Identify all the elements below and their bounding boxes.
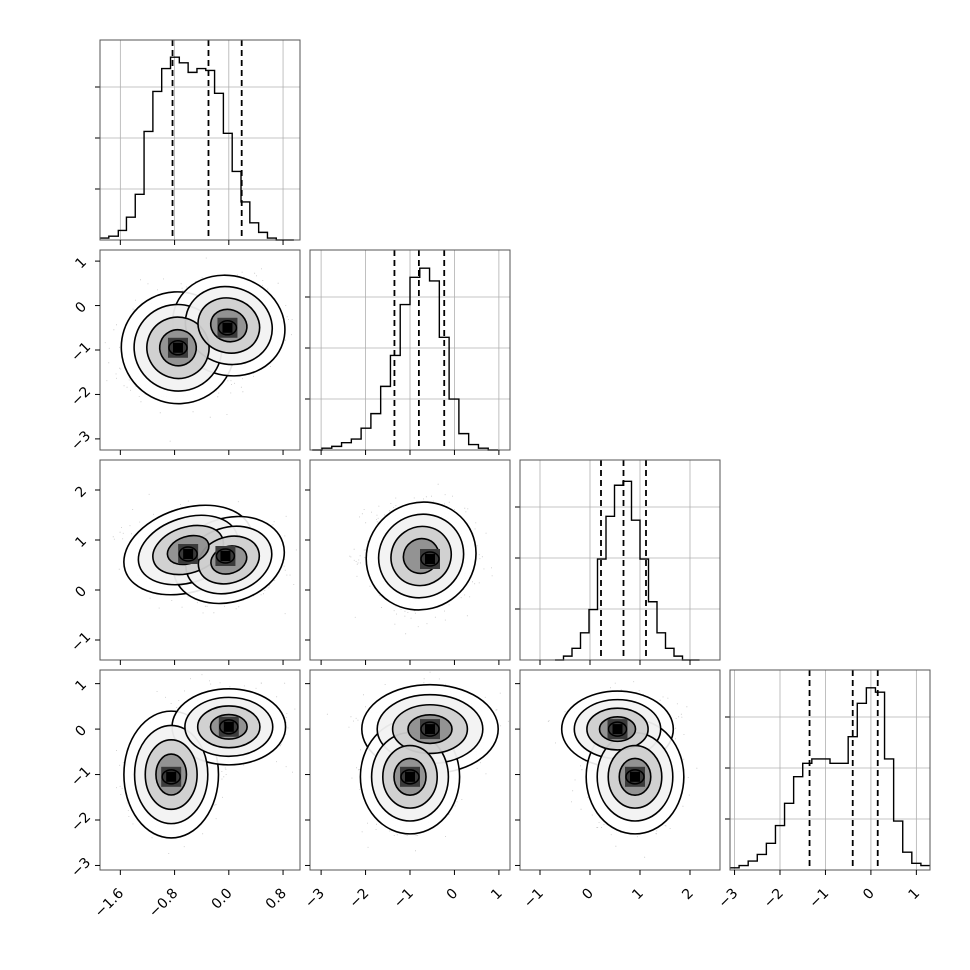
x-tick-label: −2 [346, 886, 372, 912]
panel-frame [99, 39, 301, 241]
panel-frame [519, 669, 721, 871]
density-peak-core [183, 549, 194, 559]
y-tick-label: −1 [68, 764, 94, 790]
panel-content [349, 483, 493, 635]
y-tick-label: 1 [72, 533, 90, 551]
panel-frame [99, 669, 301, 871]
contour-peak [625, 769, 645, 785]
x-tick-label: −1 [806, 886, 832, 912]
histogram-step-0 [100, 56, 294, 241]
x-tick-label: −1.6 [92, 885, 127, 920]
x-tick-label: 1 [488, 886, 506, 904]
histogram-panel-2 [515, 459, 721, 661]
x-tick-label: 0 [444, 886, 462, 904]
y-tick-label: 0 [72, 299, 90, 317]
x-tick-label: 1 [629, 886, 647, 904]
x-tick-label: −3 [715, 886, 741, 912]
y-tick-label: −2 [68, 384, 94, 410]
contour-peak [168, 340, 188, 356]
panel-frame [729, 669, 931, 871]
y-tick-label: −2 [68, 809, 94, 835]
y-tick-label: −1 [68, 339, 94, 365]
panel-content [104, 257, 293, 442]
histogram-panel-1 [305, 249, 511, 451]
panel-frame [519, 459, 721, 661]
panel-frame [99, 459, 301, 661]
y-tick-label: 0 [72, 722, 90, 740]
y-tick-label: −1 [68, 629, 94, 655]
contour-peak [217, 320, 238, 336]
x-tick-label: −3 [302, 886, 328, 912]
contour-peak [420, 551, 440, 567]
y-tick-label: 0 [72, 583, 90, 601]
density-peak-core [425, 554, 435, 564]
scatter-panel-1-2 [309, 459, 511, 661]
x-tick-label: −0.8 [146, 886, 181, 921]
x-tick-label: 1 [906, 886, 924, 904]
density-peak-core [222, 322, 233, 333]
contour-peak [607, 721, 628, 737]
scatter-panel-0-2 [99, 459, 301, 661]
x-tick-label: 0.0 [209, 886, 236, 913]
contour-peak [161, 769, 181, 785]
panel-content [326, 671, 510, 852]
y-tick-label: −3 [68, 855, 94, 881]
density-peak-core [630, 771, 640, 782]
y-tick-label: −3 [68, 428, 94, 454]
x-tick-label: 0.8 [263, 886, 290, 913]
scatter-panel-0-1 [99, 249, 301, 451]
panel-content [547, 681, 698, 858]
x-tick-label: 0 [860, 886, 878, 904]
density-peak-core [172, 342, 183, 353]
scatter-panel-1-3 [309, 669, 511, 871]
histogram-panel-3 [725, 669, 931, 871]
contour-peak [219, 719, 239, 735]
x-tick-label: 0 [579, 886, 597, 904]
density-peak-core [166, 771, 177, 782]
y-tick-label: 2 [72, 483, 90, 501]
y-tick-label: 1 [72, 254, 90, 272]
density-peak-core [220, 551, 231, 561]
panel-content [116, 674, 296, 854]
density-peak-core [425, 724, 435, 735]
x-tick-label: −1 [391, 886, 417, 912]
contour-peak [178, 546, 198, 562]
histogram-panel-0 [95, 39, 301, 241]
x-tick-label: −1 [521, 886, 547, 912]
scatter-panel-0-3 [99, 669, 301, 871]
scatter-panel-2-3 [519, 669, 721, 871]
panel-content [112, 493, 297, 615]
histogram-step-3 [730, 687, 930, 869]
histogram-step-2 [555, 480, 700, 661]
contour-peak [420, 721, 440, 737]
x-tick-label: 2 [679, 886, 697, 904]
density-peak-core [612, 724, 623, 735]
contour-peak [400, 769, 420, 785]
density-peak-core [405, 771, 415, 782]
density-peak-core [223, 721, 234, 732]
contour-peak [215, 548, 236, 564]
y-tick-label: 1 [72, 677, 90, 695]
x-tick-label: −2 [761, 886, 787, 912]
histogram-step-1 [312, 267, 498, 451]
